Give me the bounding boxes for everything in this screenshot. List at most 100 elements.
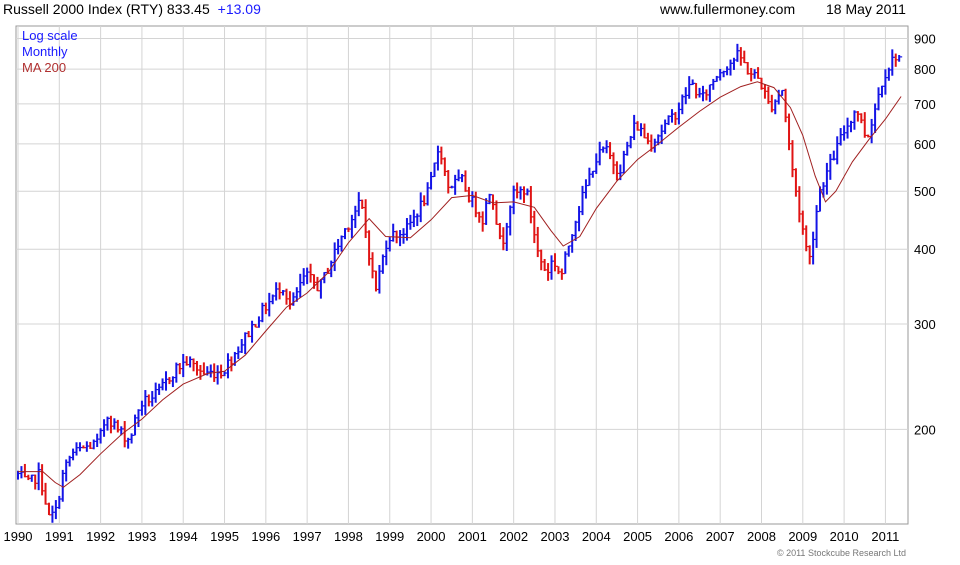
price-bar-range: [357, 192, 360, 217]
x-tick-label-1998: 1998: [334, 529, 363, 544]
price-bar-range: [615, 161, 618, 181]
x-tick-label-1990: 1990: [4, 529, 33, 544]
price-bar-range: [533, 210, 536, 244]
price-bar-range: [578, 206, 581, 232]
price-bar-range: [698, 87, 701, 98]
price-bar-range: [51, 505, 54, 523]
price-bar-range: [185, 356, 188, 366]
price-bar-range: [622, 150, 625, 174]
x-tick-label-1995: 1995: [210, 529, 239, 544]
price-bar-range: [887, 67, 890, 81]
price-bar-range: [282, 290, 285, 296]
price-bar-range: [364, 199, 367, 239]
price-bar-range: [240, 339, 243, 353]
price-bar-range: [271, 294, 274, 305]
price-bar-range: [34, 474, 37, 490]
price-bar-range: [498, 222, 501, 240]
price-bar-range: [333, 242, 336, 272]
price-bar-range: [123, 421, 126, 448]
x-tick-label-2006: 2006: [664, 529, 693, 544]
x-tick-label-2000: 2000: [417, 529, 446, 544]
price-bar-range: [361, 199, 364, 209]
price-bar-range: [113, 418, 116, 430]
legend-ma-200: MA 200: [22, 60, 66, 75]
price-bar-range: [801, 210, 804, 235]
price-bar-range: [189, 356, 192, 368]
price-bar-range: [646, 132, 649, 145]
price-bar-range: [870, 118, 873, 144]
price-bar-range: [226, 353, 229, 379]
price-bar-range: [505, 222, 508, 251]
price-bar-range: [275, 282, 278, 301]
price-bar-range: [261, 302, 264, 323]
price-bar: [898, 55, 903, 62]
price-bar-range: [257, 316, 260, 328]
price-bar-range: [175, 362, 178, 383]
price-bar-range: [581, 185, 584, 216]
price-bar-range: [677, 102, 680, 125]
price-bar-range: [423, 195, 426, 207]
price-bar-range: [344, 228, 347, 240]
price-bar-range: [591, 171, 594, 178]
price-bar-range: [509, 205, 512, 236]
price-bar-range: [195, 361, 198, 376]
price-bar-range: [116, 419, 119, 433]
y-tick-label-200: 200: [914, 422, 936, 437]
price-bar-range: [371, 252, 374, 279]
price-bar-range: [784, 88, 787, 123]
price-bar-range: [41, 464, 44, 496]
copyright-notice: © 2011 Stockcube Research Ltd: [777, 548, 906, 558]
x-tick-label-2005: 2005: [623, 529, 652, 544]
price-bar-range: [612, 152, 615, 175]
price-bar-range: [192, 358, 195, 372]
price-bar-range: [550, 255, 553, 280]
price-bar-range: [788, 113, 791, 151]
price-bar-range: [739, 47, 742, 66]
price-bar-range: [244, 332, 247, 355]
price-bar-range: [106, 416, 109, 431]
y-tick-label-800: 800: [914, 62, 936, 77]
price-bar-range: [306, 267, 309, 285]
price-bar-range: [701, 85, 704, 102]
website-link[interactable]: www.fullermoney.com: [659, 1, 795, 17]
price-bar-range: [516, 182, 519, 199]
price-bar-range: [719, 68, 722, 81]
price-bar-range: [285, 288, 288, 305]
price-bar-range: [385, 240, 388, 266]
x-tick-label-2011: 2011: [871, 529, 899, 544]
price-bar-range: [161, 378, 164, 391]
price-bar-range: [134, 414, 137, 436]
price-bar-range: [147, 394, 150, 407]
price-bar-range: [233, 351, 236, 366]
price-bar-range: [316, 276, 319, 292]
price-bar-range: [37, 462, 40, 491]
price-bar-range: [299, 273, 302, 298]
price-bar-range: [140, 400, 143, 416]
price-bar-range: [653, 138, 656, 153]
x-tick-label-1993: 1993: [127, 529, 156, 544]
price-bar-range: [812, 231, 815, 265]
price-bar-range: [753, 69, 756, 79]
price-bar-range: [708, 84, 711, 102]
price-bar-range: [27, 474, 30, 481]
price-bar-range: [464, 170, 467, 192]
x-tick-label-2008: 2008: [747, 529, 776, 544]
price-bar-range: [30, 474, 33, 482]
price-bar-range: [770, 94, 773, 113]
price-bar-range: [447, 170, 450, 194]
price-bar-range: [54, 500, 57, 520]
price-bar-range: [381, 254, 384, 274]
price-bar-range: [199, 365, 202, 380]
price-bar-range: [433, 162, 436, 177]
price-bar-range: [137, 409, 140, 428]
price-bar-range: [492, 194, 495, 210]
price-bar-range: [302, 268, 305, 286]
x-tick-label-2007: 2007: [706, 529, 735, 544]
price-bar-range: [144, 390, 147, 415]
price-bar-range: [602, 146, 605, 153]
price-bar-range: [216, 365, 219, 385]
price-bar-range: [688, 76, 691, 99]
price-bar-range: [120, 426, 123, 436]
price-bar-range: [629, 135, 632, 149]
x-tick-label-2004: 2004: [582, 529, 611, 544]
